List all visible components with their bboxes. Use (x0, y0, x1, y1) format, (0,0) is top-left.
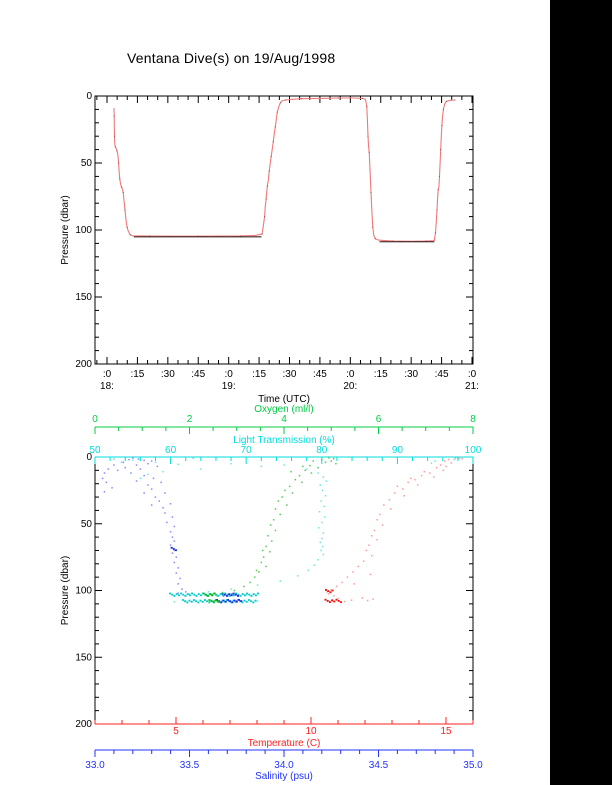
pressure-tick-label: 150 (75, 652, 92, 663)
pressure-tick-label: 50 (81, 158, 93, 169)
time-tick-label: :45 (191, 369, 205, 380)
scatter-salinity (101, 457, 243, 604)
time-tick-label: :15 (252, 369, 266, 380)
time-tick-label: :15 (374, 369, 388, 380)
light-tick-label: 90 (392, 445, 404, 456)
time-tick-label: :0 (103, 369, 112, 380)
oxygen-tick-label: 2 (187, 414, 193, 425)
salinity-tick-label: 33.0 (85, 760, 105, 771)
scatter-oxygen (202, 457, 337, 604)
scatter-light-transmission (113, 457, 461, 604)
pressure-tick-label: 0 (86, 452, 92, 463)
ctd-scatter-plot: 0 50 100 150 200 Pressure (dbar) (60, 452, 474, 730)
time-tick-label: :30 (283, 369, 297, 380)
scatter-temperature (324, 456, 463, 603)
salinity-tick-label: 34.5 (369, 760, 389, 771)
time-axis-title: Time (UTC) (258, 394, 310, 405)
light-axis: 50 60 70 80 90 100 Light Transmission (%) (89, 435, 482, 464)
salinity-axis-title: Salinity (psu) (255, 771, 313, 782)
pressure-tick-label: 100 (75, 225, 92, 236)
hour-label: 21: (465, 381, 479, 392)
pressure-tick-label: 200 (75, 719, 92, 730)
time-tick-label: :30 (404, 369, 418, 380)
light-tick-label: 100 (465, 445, 482, 456)
pressure-tick-label: 0 (86, 91, 92, 102)
temperature-axis-title: Temperature (C) (248, 738, 321, 749)
pressure-axis-title: Pressure (dbar) (60, 556, 71, 625)
light-tick-label: 50 (89, 445, 101, 456)
oxygen-tick-label: 4 (281, 414, 287, 425)
hour-label: 18: (100, 381, 114, 392)
time-tick-label: :45 (313, 369, 327, 380)
dive-profile-series (113, 97, 456, 243)
temperature-tick-label: 15 (440, 726, 452, 737)
pressure-tick-label: 50 (81, 519, 93, 530)
hour-label: 19: (222, 381, 236, 392)
hour-label: 20: (343, 381, 357, 392)
temperature-tick-label: 10 (305, 726, 317, 737)
pressure-tick-label: 100 (75, 586, 92, 597)
salinity-tick-label: 35.0 (463, 760, 483, 771)
time-tick-label: :30 (161, 369, 175, 380)
plots-canvas: :018::15:30:45:019::15:30:45:020::15:30:… (60, 91, 483, 782)
temperature-tick-label: 5 (173, 726, 179, 737)
pressure-tick-label: 150 (75, 292, 92, 303)
right-black-bar (550, 0, 612, 785)
temperature-axis: 5 10 15 Temperature (C) (94, 717, 474, 749)
top-plot-frame (94, 95, 474, 365)
oxygen-axis-title: Oxygen (ml/l) (254, 404, 313, 415)
light-axis-title: Light Transmission (%) (233, 435, 335, 446)
time-tick-label: :0 (468, 369, 477, 380)
oxygen-tick-label: 6 (376, 414, 382, 425)
salinity-tick-label: 34.0 (274, 760, 294, 771)
light-tick-label: 60 (165, 445, 177, 456)
pressure-tick-label: 200 (75, 359, 92, 370)
oxygen-tick-label: 0 (92, 414, 98, 425)
oxygen-tick-label: 8 (470, 414, 476, 425)
time-tick-label: :0 (224, 369, 233, 380)
time-tick-label: :15 (130, 369, 144, 380)
salinity-tick-label: 33.5 (180, 760, 200, 771)
time-tick-label: :45 (435, 369, 449, 380)
light-tick-label: 80 (316, 445, 328, 456)
salinity-axis: 33.0 33.5 34.0 34.5 35.0 Salinity (psu) (85, 749, 483, 782)
time-tick-label: :0 (346, 369, 355, 380)
pressure-axis-title: Pressure (dbar) (60, 195, 71, 264)
dive-profile-plot: :018::15:30:45:019::15:30:45:020::15:30:… (60, 91, 479, 405)
dive-profile-line (113, 97, 456, 242)
light-tick-label: 70 (241, 445, 253, 456)
page-title: Ventana Dive(s) on 19/Aug/1998 (127, 50, 336, 66)
oxygen-axis: 0 2 4 6 8 Oxygen (ml/l) (92, 404, 476, 434)
